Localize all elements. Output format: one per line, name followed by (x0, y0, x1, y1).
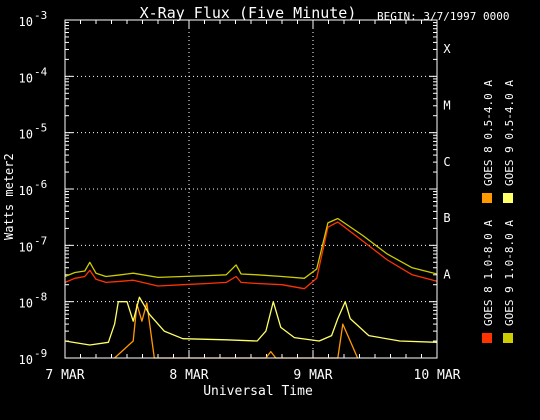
chart-title: X-Ray Flux (Five Minute) (140, 4, 357, 22)
flare-class-label: X (443, 42, 451, 56)
legend-label: GOES 9 0.5-4.0 A (503, 80, 516, 186)
flare-class-label: C (443, 155, 450, 169)
y-tick-exponent: -9 (34, 347, 47, 360)
x-tick-label: 7 MAR (45, 368, 84, 383)
x-tick-label: 9 MAR (293, 368, 332, 383)
x-axis-label: Universal Time (203, 384, 313, 399)
plot-frame (64, 19, 438, 359)
begin-label: BEGIN: 3/7/1997 0000 (377, 10, 509, 23)
y-tick-label: 10 (19, 240, 33, 254)
series-layer (64, 217, 438, 359)
x-axis-ticks: 7 MAR 8 MAR 9 MAR 10 MAR (45, 20, 461, 383)
grid (65, 20, 437, 358)
y-axis-ticks: 10-910-810-710-610-510-410-3 (19, 9, 437, 367)
x-tick-label: 8 MAR (169, 368, 208, 383)
x-tick-label: 10 MAR (414, 368, 461, 383)
y-tick-exponent: -4 (34, 65, 48, 78)
y-tick-exponent: -6 (34, 178, 47, 191)
y-tick-label: 10 (19, 353, 33, 367)
legend-label: GOES 9 1.0-8.0 A (503, 220, 516, 326)
series-line (64, 221, 438, 290)
y-tick-label: 10 (19, 297, 33, 311)
y-axis-label: Watts meter2 (2, 153, 16, 240)
series-line (64, 296, 438, 346)
y-tick-exponent: -8 (34, 291, 47, 304)
flare-class-label: M (443, 99, 450, 113)
y-tick-label: 10 (19, 184, 33, 198)
legend-label: GOES 8 1.0-8.0 A (482, 220, 495, 326)
y-tick-exponent: -7 (34, 234, 47, 247)
flare-class-label: B (443, 211, 450, 225)
legend-swatch (503, 333, 513, 343)
legend-swatch (482, 333, 492, 343)
y-tick-label: 10 (19, 128, 33, 142)
y-tick-label: 10 (19, 15, 33, 29)
flare-class-label: A (443, 268, 451, 282)
y-tick-label: 10 (19, 71, 33, 85)
series-line (64, 217, 438, 279)
flare-class-labels: A B C M X (443, 42, 451, 281)
legend-swatch (503, 193, 513, 203)
y-tick-exponent: -3 (34, 9, 47, 22)
legend-label: GOES 8 0.5-4.0 A (482, 80, 495, 186)
series-line (114, 302, 359, 359)
legend-swatch (482, 193, 492, 203)
y-tick-exponent: -5 (34, 122, 47, 135)
legend: GOES 8 1.0-8.0 A GOES 8 0.5-4.0 A GOES 9 1… (482, 80, 516, 343)
